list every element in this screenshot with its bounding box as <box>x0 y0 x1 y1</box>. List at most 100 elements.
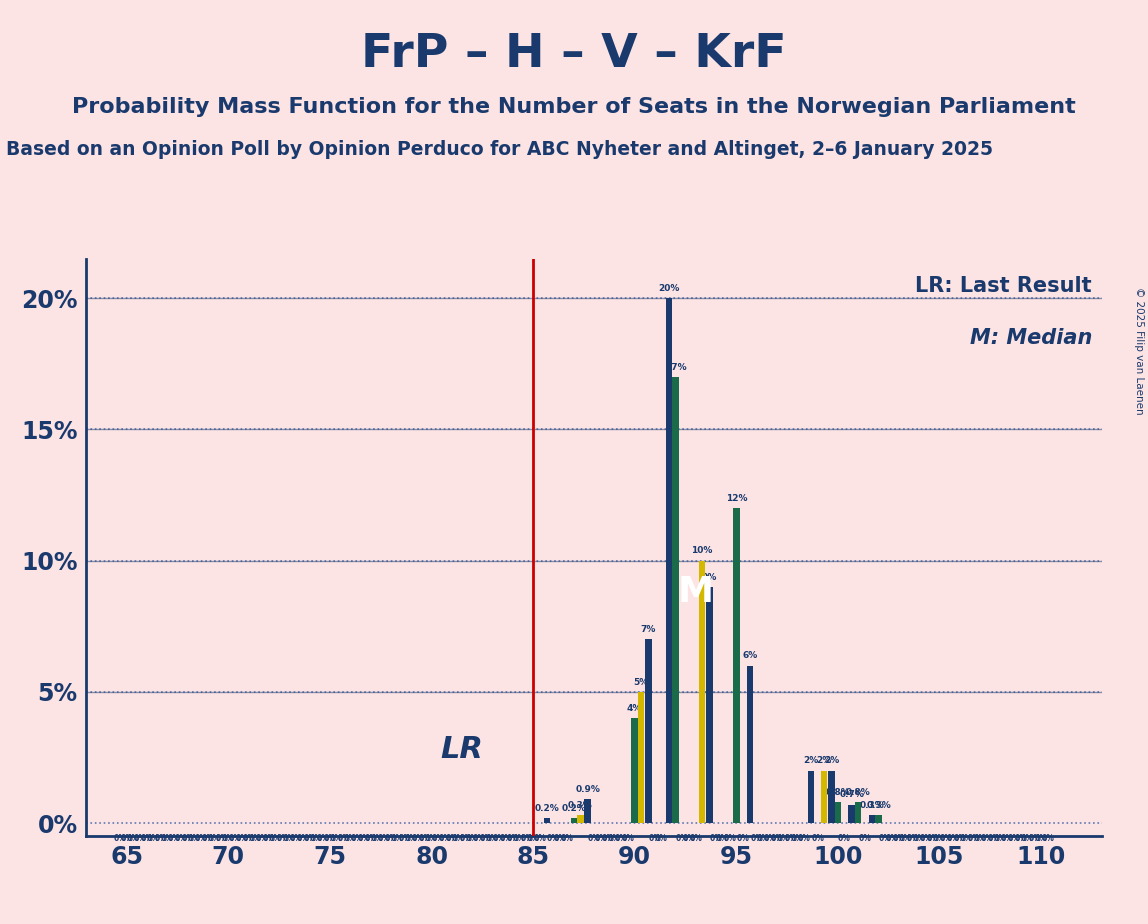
Bar <box>571 818 577 823</box>
Text: 0%: 0% <box>953 833 967 843</box>
Text: 0%: 0% <box>913 833 925 843</box>
Text: 0%: 0% <box>303 833 316 843</box>
Text: 0%: 0% <box>553 833 566 843</box>
Bar <box>645 639 652 823</box>
Text: 0%: 0% <box>1001 833 1014 843</box>
Text: 0.9%: 0.9% <box>575 785 600 795</box>
Text: M: M <box>677 575 714 609</box>
Text: 0%: 0% <box>385 833 397 843</box>
Text: 0%: 0% <box>683 833 696 843</box>
Bar <box>848 805 855 823</box>
Text: 0%: 0% <box>1041 833 1054 843</box>
Text: 0%: 0% <box>181 833 194 843</box>
Text: 0%: 0% <box>364 833 377 843</box>
Text: 0.2%: 0.2% <box>561 804 587 812</box>
Text: 0%: 0% <box>546 833 560 843</box>
Text: 0%: 0% <box>486 833 499 843</box>
Text: 0%: 0% <box>1029 833 1041 843</box>
Text: 0%: 0% <box>452 833 465 843</box>
Text: 0%: 0% <box>499 833 513 843</box>
Text: 0%: 0% <box>614 833 627 843</box>
Text: 0%: 0% <box>878 833 892 843</box>
Text: 0%: 0% <box>168 833 180 843</box>
Bar <box>835 802 841 823</box>
Text: 0%: 0% <box>466 833 479 843</box>
Bar <box>638 692 644 823</box>
Text: 0%: 0% <box>994 833 1007 843</box>
Bar <box>828 771 835 823</box>
Text: 0.2%: 0.2% <box>535 804 559 812</box>
Text: 0.3%: 0.3% <box>860 801 884 810</box>
Text: 0.3%: 0.3% <box>867 801 891 810</box>
Text: 0%: 0% <box>906 833 920 843</box>
Text: 0%: 0% <box>282 833 296 843</box>
Text: Based on an Opinion Poll by Opinion Perduco for ABC Nyheter and Altinget, 2–6 Ja: Based on an Opinion Poll by Opinion Perd… <box>6 140 993 160</box>
Text: 0%: 0% <box>324 833 336 843</box>
Text: 0%: 0% <box>195 833 208 843</box>
Text: 0%: 0% <box>968 833 980 843</box>
Text: 2%: 2% <box>804 757 819 765</box>
Text: 20%: 20% <box>658 284 680 293</box>
Text: 0%: 0% <box>595 833 607 843</box>
Text: 0%: 0% <box>338 833 350 843</box>
Text: 0%: 0% <box>791 833 804 843</box>
Text: 0%: 0% <box>723 833 736 843</box>
Text: 0%: 0% <box>933 833 946 843</box>
Text: 0%: 0% <box>784 833 797 843</box>
Text: 0%: 0% <box>202 833 215 843</box>
Text: 12%: 12% <box>726 493 747 503</box>
Text: 0%: 0% <box>513 833 526 843</box>
Text: LR: LR <box>441 736 483 764</box>
Text: 0%: 0% <box>689 833 703 843</box>
Text: 0%: 0% <box>155 833 168 843</box>
Text: 0%: 0% <box>886 833 899 843</box>
Text: 0%: 0% <box>656 833 668 843</box>
Text: 0%: 0% <box>358 833 371 843</box>
Text: 0%: 0% <box>445 833 458 843</box>
Text: 0%: 0% <box>939 833 953 843</box>
Bar <box>666 298 672 823</box>
Text: 0.7%: 0.7% <box>839 790 864 799</box>
Text: 4%: 4% <box>627 704 643 712</box>
Text: 0%: 0% <box>222 833 235 843</box>
Text: 9%: 9% <box>701 573 718 581</box>
Bar <box>699 561 705 823</box>
Text: M: Median: M: Median <box>970 328 1092 348</box>
Text: 0%: 0% <box>329 833 343 843</box>
Text: 0%: 0% <box>980 833 993 843</box>
Text: 0%: 0% <box>425 833 439 843</box>
Text: 0.8%: 0.8% <box>825 788 851 796</box>
Text: FrP – H – V – KrF: FrP – H – V – KrF <box>362 32 786 78</box>
Bar <box>869 815 875 823</box>
Text: 0%: 0% <box>750 833 763 843</box>
Text: 0%: 0% <box>765 833 777 843</box>
Text: 2%: 2% <box>824 757 839 765</box>
Text: 0%: 0% <box>459 833 472 843</box>
Bar <box>808 771 814 823</box>
Text: LR: Last Result: LR: Last Result <box>915 276 1092 296</box>
Text: 0%: 0% <box>439 833 452 843</box>
Text: 0%: 0% <box>242 833 255 843</box>
Text: 0%: 0% <box>675 833 689 843</box>
Bar <box>631 718 638 823</box>
Text: 0%: 0% <box>134 833 147 843</box>
Text: 0%: 0% <box>859 833 871 843</box>
Text: 0%: 0% <box>371 833 383 843</box>
Text: 0%: 0% <box>960 833 972 843</box>
Text: 0%: 0% <box>228 833 241 843</box>
Text: 0%: 0% <box>736 833 750 843</box>
Text: 5%: 5% <box>634 677 649 687</box>
Bar <box>821 771 828 823</box>
Text: 0%: 0% <box>716 833 729 843</box>
Text: 0%: 0% <box>296 833 310 843</box>
Text: 0%: 0% <box>398 833 411 843</box>
Text: 0%: 0% <box>1021 833 1033 843</box>
Text: 0%: 0% <box>411 833 424 843</box>
Text: 0%: 0% <box>812 833 824 843</box>
Text: © 2025 Filip van Laenen: © 2025 Filip van Laenen <box>1134 287 1143 415</box>
Text: 0%: 0% <box>256 833 269 843</box>
Text: 0%: 0% <box>777 833 790 843</box>
Text: 0%: 0% <box>161 833 173 843</box>
Text: 0%: 0% <box>405 833 418 843</box>
Text: 0%: 0% <box>602 833 614 843</box>
